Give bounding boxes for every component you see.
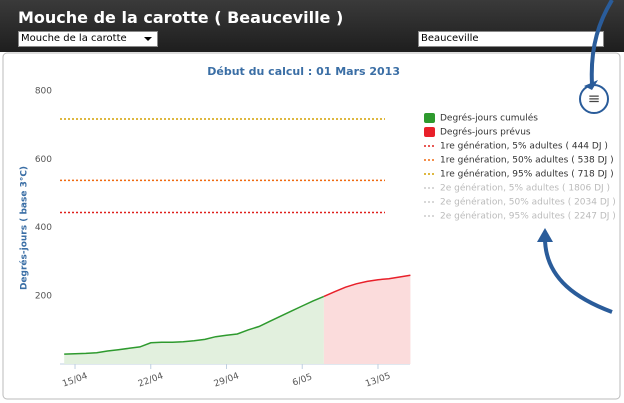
legend-label: Degrés-jours cumulés [440, 113, 538, 124]
legend-label: 2e génération, 5% adultes ( 1806 DJ ) [440, 183, 610, 194]
chart: Début du calcul : 01 Mars 2013 Degrés-jo… [0, 0, 624, 403]
chart-subtitle: Début du calcul : 01 Mars 2013 [207, 65, 400, 78]
app: Mouche de la carotte ( Beauceville ) Mou… [0, 0, 624, 403]
legend-swatch [424, 127, 435, 137]
legend-label: Degrés-jours prévus [440, 127, 531, 138]
y-tick-label: 400 [35, 223, 52, 233]
y-tick-label: 200 [35, 291, 52, 301]
legend-label: 1re génération, 5% adultes ( 444 DJ ) [440, 141, 608, 152]
menu-button[interactable]: ≡ [588, 90, 601, 108]
legend-swatch [424, 113, 435, 123]
y-tick-label: 800 [35, 87, 52, 97]
legend-label: 2e génération, 50% adultes ( 2034 DJ ) [440, 197, 616, 208]
legend-label: 2e génération, 95% adultes ( 2247 DJ ) [440, 211, 616, 222]
y-axis-label: Degrés-jours ( base 3°C) [19, 166, 30, 290]
legend-label: 1re génération, 50% adultes ( 538 DJ ) [440, 155, 614, 166]
y-tick-label: 600 [35, 155, 52, 165]
legend-label: 1re génération, 95% adultes ( 718 DJ ) [440, 169, 614, 180]
